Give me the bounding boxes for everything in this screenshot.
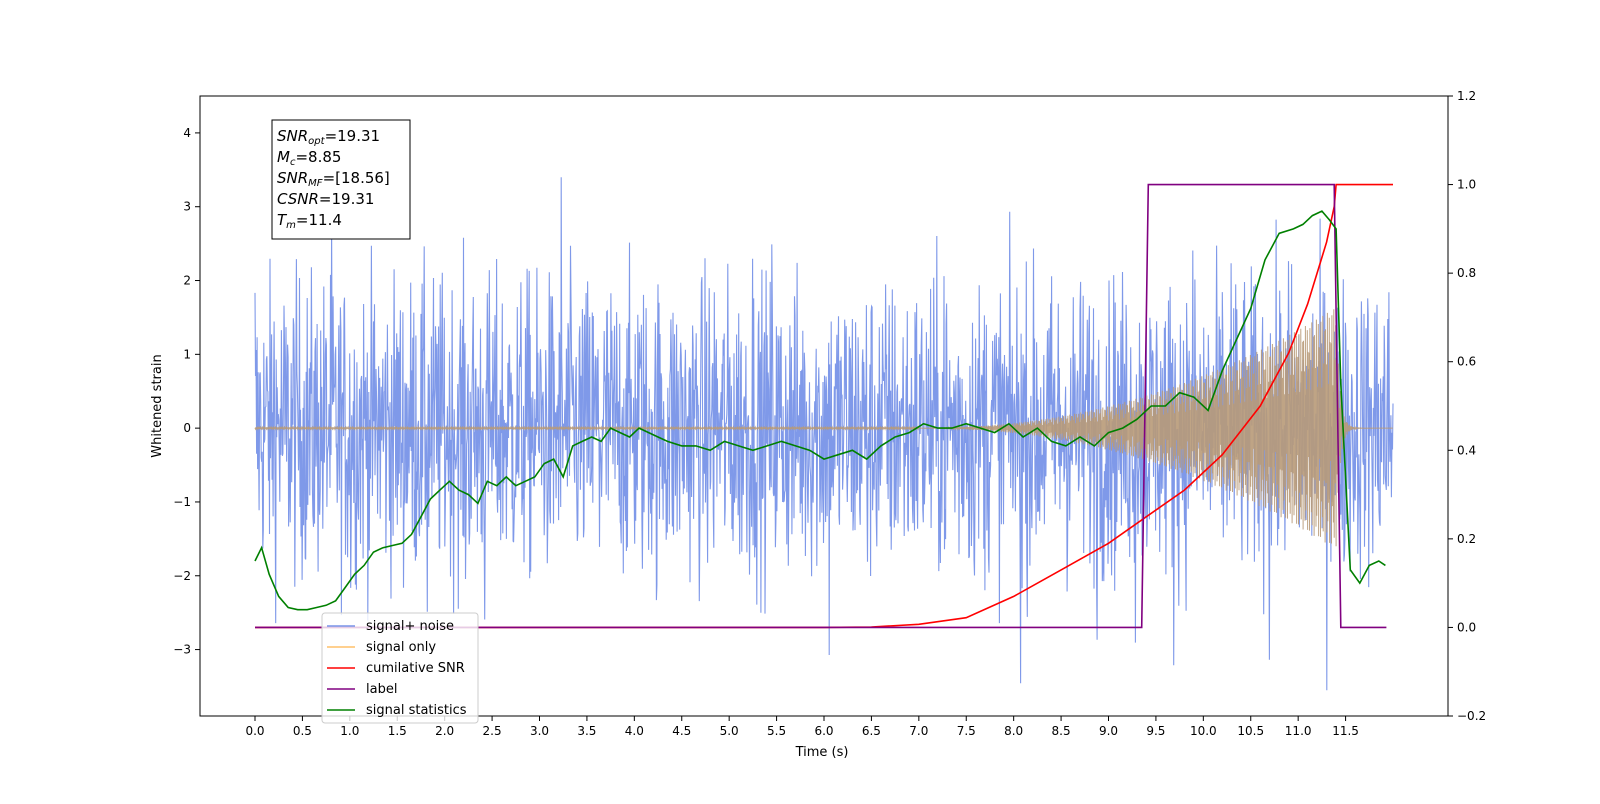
y-tick-label: 1 [183,347,191,361]
x-tick-label: 10.5 [1237,724,1264,738]
legend-label: label [366,682,397,697]
x-tick-label: 9.0 [1099,724,1118,738]
x-tick-label: 3.0 [530,724,549,738]
y2-tick-label: 0.6 [1457,355,1476,369]
legend: signal+ noise signal only cumilative SNR la… [321,612,479,724]
x-tick-label: 2.5 [483,724,502,738]
annotation-tm: Tm=11.4 [277,211,342,231]
series-label-line [255,183,1387,629]
x-tick-label: 1.0 [340,724,359,738]
x-tick-label: 9.5 [1146,724,1165,738]
x-tick-label: 7.5 [957,724,976,738]
x-tick-label: 3.5 [577,724,596,738]
annotation-mc: Mc=8.85 [277,148,341,168]
y-axis-right: 1.2 1.0 0.8 0.6 0.4 0.2 0.0 −0.2 [1448,89,1486,723]
x-tick-label: 6.0 [814,724,833,738]
x-tick-label: 4.5 [672,724,691,738]
y-axis-left: 4 3 2 1 0 −1 −2 −3 [173,126,200,657]
x-axis: 0.0 0.5 1.0 1.5 2.0 2.5 3.0 3.5 4.0 4.5 5.0 5.5 6.0 6… [245,716,1359,738]
x-tick-label: 2.0 [435,724,454,738]
y-tick-label: −2 [173,569,191,583]
y2-tick-label: 0.8 [1457,266,1476,280]
x-tick-label: 10.0 [1190,724,1217,738]
x-tick-label: 11.5 [1332,724,1359,738]
annotation-box-frame [271,119,411,240]
y-tick-label: 4 [183,126,191,140]
x-tick-label: 8.5 [1052,724,1071,738]
legend-label: signal statistics [366,703,467,718]
y2-tick-label: 1.2 [1457,89,1476,103]
annotation-csnr: CSNR=19.31 [277,190,374,208]
series-cumulative-snr-line [255,183,1393,629]
x-tick-label: 0.0 [245,724,264,738]
x-tick-label: 5.0 [720,724,739,738]
series-signal-only-line [254,309,1393,547]
annotation-snrmf: SNRMF=[18.56] [277,169,390,189]
x-tick-label: 1.5 [388,724,407,738]
y-tick-label: −3 [173,643,191,657]
x-tick-label: 8.0 [1004,724,1023,738]
x-tick-label: 7.0 [909,724,928,738]
legend-label: signal only [366,640,436,655]
stats-annotation-box: SNRopt=19.31Mc=8.85SNRMF=[18.56]CSNR=19.… [271,119,411,240]
y2-tick-label: 0.4 [1457,443,1476,457]
x-tick-label: 4.0 [625,724,644,738]
legend-label: signal+ noise [366,619,454,634]
y2-tick-label: 1.0 [1457,178,1476,192]
x-tick-label: 5.5 [767,724,786,738]
x-tick-label: 11.0 [1285,724,1312,738]
y-axis-label: Whitened strain [150,354,165,457]
series-signal-statistics-line [254,210,1386,611]
x-axis-label: Time (s) [795,745,849,760]
y-tick-label: −1 [173,495,191,509]
annotation-snropt: SNRopt=19.31 [277,127,380,147]
y2-tick-label: −0.2 [1457,709,1486,723]
y-tick-label: 0 [183,421,191,435]
x-tick-label: 6.5 [862,724,881,738]
legend-frame [321,612,479,724]
y-tick-label: 3 [183,200,191,214]
x-tick-label: 0.5 [293,724,312,738]
y2-tick-label: 0.0 [1457,620,1476,634]
y-tick-label: 2 [183,274,191,288]
y2-tick-label: 0.2 [1457,532,1476,546]
legend-label: cumilative SNR [366,661,465,676]
plot-area [254,177,1394,691]
